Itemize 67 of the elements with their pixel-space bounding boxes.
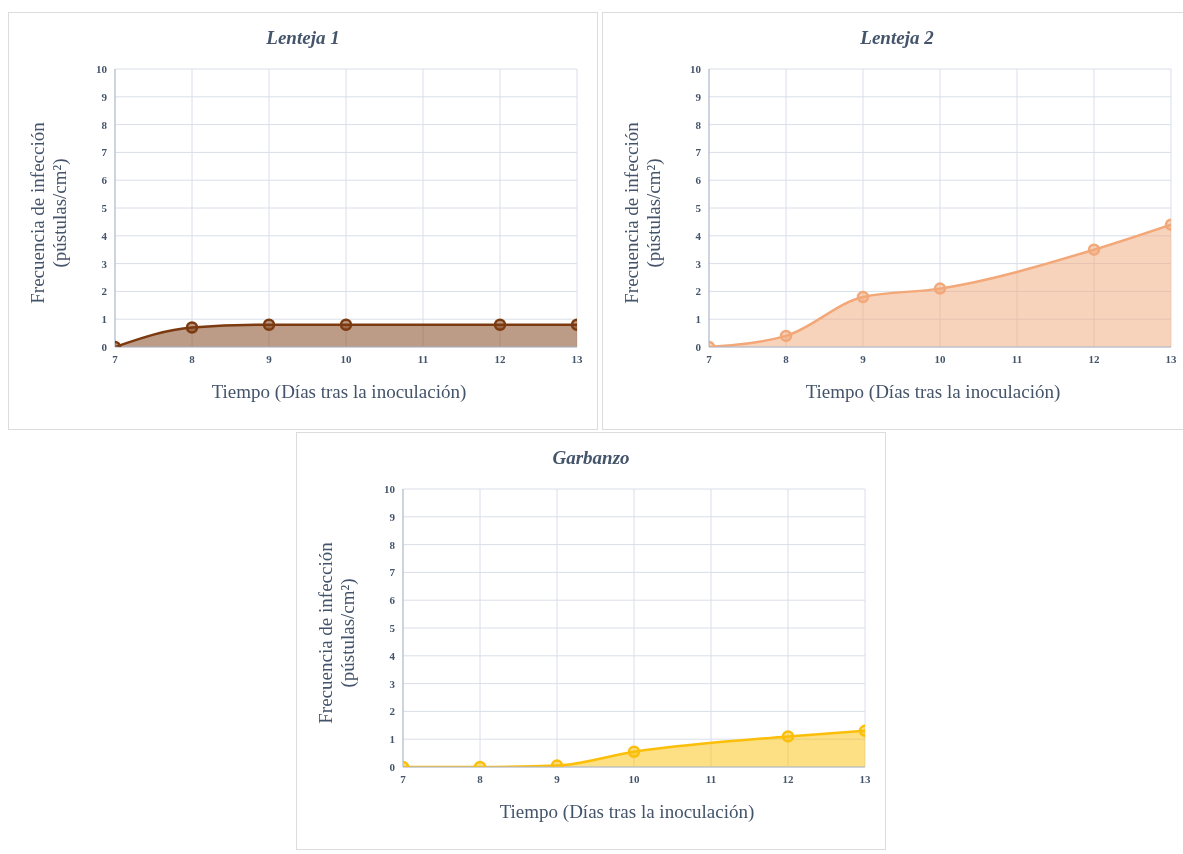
y-tick-label: 0: [389, 760, 396, 773]
y-tick-label: 3: [389, 677, 396, 690]
y-tick-label: 1: [389, 733, 395, 746]
y-axis-title: Frecuencia de infección (pústulas/cm²): [315, 542, 359, 724]
x-tick-label: 13: [859, 772, 871, 785]
y-tick-label: 2: [389, 705, 396, 718]
y-tick-label: 6: [389, 594, 396, 607]
y-tick-label: 7: [101, 146, 108, 159]
x-axis-title: Tiempo (Días tras la inoculación): [210, 381, 468, 403]
y-tick-label: 9: [101, 90, 108, 103]
y-tick-label: 1: [101, 313, 107, 326]
x-tick-label: 12: [494, 352, 506, 365]
point: [779, 329, 793, 343]
y-tick-label: 7: [389, 566, 396, 579]
point: [856, 290, 870, 304]
x-tick-label: 11: [1011, 352, 1023, 365]
y-tick-label: 2: [101, 285, 108, 298]
y-tick-label: 5: [389, 621, 396, 634]
x-tick-label: 7: [112, 352, 119, 365]
x-tick-label: 12: [782, 772, 794, 785]
y-axis-title: Frecuencia de infección (pústulas/cm²): [27, 122, 71, 304]
y-tick-label: 4: [389, 649, 396, 662]
y-tick-label: 8: [695, 118, 702, 131]
y-tick-label: 6: [101, 174, 108, 187]
point: [933, 282, 947, 295]
y-tick-label: 4: [695, 229, 702, 242]
x-tick-label: 11: [705, 772, 717, 785]
x-tick-label: 7: [706, 352, 713, 365]
x-tick-label: 10: [340, 352, 352, 365]
y-tick-label: 8: [389, 538, 396, 551]
point: [1087, 243, 1101, 256]
chart-title: Garbanzo: [551, 447, 631, 469]
x-tick-label: 11: [417, 352, 429, 365]
x-axis-title: Tiempo (Días tras la inoculación): [804, 381, 1062, 403]
x-tick-label: 8: [189, 352, 196, 365]
y-tick-label: 0: [695, 340, 702, 353]
x-axis-title: Tiempo (Días tras la inoculación): [498, 801, 756, 823]
x-tick-label: 9: [554, 772, 561, 785]
x-tick-label: 9: [266, 352, 273, 365]
x-tick-label: 12: [1088, 352, 1100, 365]
y-tick-label: 9: [695, 90, 702, 103]
y-tick-label: 2: [695, 285, 702, 298]
y-tick-label: 0: [101, 340, 108, 353]
y-tick-label: 10: [690, 62, 702, 75]
y-tick-label: 7: [695, 146, 702, 159]
x-tick-label: 10: [934, 352, 946, 365]
x-tick-label: 13: [1165, 352, 1177, 365]
y-axis-title: Frecuencia de infección (pústulas/cm²): [621, 122, 665, 304]
x-tick-label: 13: [571, 352, 583, 365]
chart-title: Lenteja 1: [265, 27, 341, 49]
y-tick-label: 9: [389, 510, 396, 523]
y-tick-label: 5: [695, 201, 702, 214]
y-tick-label: 4: [101, 229, 108, 242]
y-tick-label: 10: [384, 482, 396, 495]
chart-title: Lenteja 2: [859, 27, 935, 49]
y-tick-label: 5: [101, 201, 108, 214]
x-tick-label: 9: [860, 352, 867, 365]
y-tick-label: 3: [695, 257, 702, 270]
y-tick-label: 8: [101, 118, 108, 131]
y-tick-label: 3: [101, 257, 108, 270]
x-tick-label: 8: [783, 352, 790, 365]
x-tick-label: 7: [400, 772, 407, 785]
y-tick-label: 6: [695, 174, 702, 187]
x-tick-label: 8: [477, 772, 484, 785]
y-tick-label: 10: [96, 62, 108, 75]
y-tick-label: 1: [695, 313, 701, 326]
x-tick-label: 10: [628, 772, 640, 785]
